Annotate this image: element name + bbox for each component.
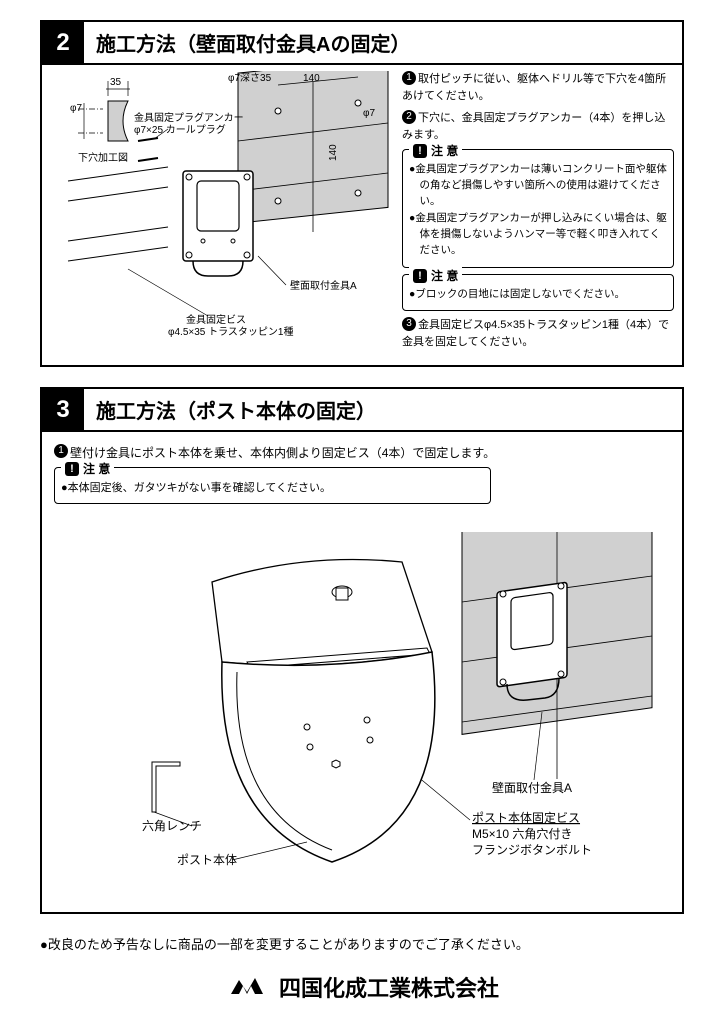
instruction-3: 3金具固定ビスφ4.5×35トラスタッピン1種（4本）で金具を固定してください。 (402, 317, 674, 350)
bracket-a-label: 壁面取付金具A (492, 780, 572, 795)
instruction-1: 1壁付け金具にポスト本体を乗せ、本体内側より固定ビス（4本）で固定します。 (54, 444, 670, 461)
instruction-text: 壁付け金具にポスト本体を乗せ、本体内側より固定ビス（4本）で固定します。 (70, 446, 495, 460)
caution-tag: 注 意 (409, 267, 462, 285)
diagram-section2: 35 φ7 下穴加工図 140 (48, 71, 398, 361)
company-name: 四国化成工業株式会社 (279, 971, 499, 1003)
dim-140h: 140 (303, 73, 320, 84)
bracket-a-label: 壁面取付金具A (290, 279, 357, 292)
section-number: 2 (42, 22, 84, 63)
phi7-2: φ7 (363, 108, 375, 119)
caution-box-2: 注 意 ●ブロックの目地には固定しないでください。 (402, 274, 674, 312)
drill-holes-label: 下穴加工図 (78, 151, 128, 164)
caution-bullet: ●金具固定プラグアンカーは薄いコンクリート面や躯体の角など損傷しやすい箇所への使… (409, 162, 667, 209)
caution-tag: 注 意 (409, 142, 462, 160)
num-2-icon: 2 (402, 110, 416, 124)
caution-bullet: ●本体固定後、ガタツキがない事を確認してください。 (61, 479, 484, 495)
post-screw-l2: M5×10 六角穴付き (472, 826, 572, 841)
dim-140v: 140 (328, 144, 339, 161)
section-number: 3 (42, 389, 84, 430)
caution-box-1: 注 意 ●金具固定プラグアンカーは薄いコンクリート面や躯体の角など損傷しやすい箇… (402, 149, 674, 268)
anchor-spec1: 金具固定プラグアンカー (134, 111, 244, 124)
anchor-spec2: φ7×25 カールプラグ (134, 123, 226, 136)
company-block: 四国化成工業株式会社 (40, 971, 684, 1003)
section-2: 2 施工方法（壁面取付金具Aの固定） 35 φ7 下穴加工図 (40, 20, 684, 367)
company-logo-icon (225, 972, 269, 1002)
hex-wrench-label: 六角レンチ (142, 819, 202, 833)
instructions-column: 1取付ピッチに従い、躯体へドリル等で下穴を4箇所あけてください。 2下穴に、金具… (402, 71, 674, 356)
caution-bullet: ●ブロックの目地には固定しないでください。 (409, 287, 667, 303)
section-header: 3 施工方法（ポスト本体の固定） (42, 389, 682, 432)
caution-tag: 注 意 (61, 460, 114, 477)
footer-note: ●改良のため予告なしに商品の一部を変更することがありますのでご了承ください。 (40, 934, 684, 953)
post-screw-l3: フランジボタンボルト (472, 843, 592, 857)
num-1-icon: 1 (402, 71, 416, 85)
section-3-body: 1壁付け金具にポスト本体を乗せ、本体内側より固定ビス（4本）で固定します。 注 … (42, 432, 682, 912)
screw-label2: φ4.5×35 トラスタッピン1種 (168, 325, 294, 338)
num-3-icon: 3 (402, 317, 416, 331)
caution-title: 注 意 (431, 142, 458, 160)
post-screw-l1: ポスト本体固定ビス (472, 810, 580, 825)
caution-bullet: ●金具固定プラグアンカーが押し込みにくい場合は、躯体を損傷しないようハンマー等で… (409, 211, 667, 258)
instruction-2-text: 下穴に、金具固定プラグアンカー（4本）を押し込みます。 (402, 112, 665, 141)
num-1-icon: 1 (54, 444, 68, 458)
depth-label: φ7深さ35 (228, 72, 272, 84)
caution-title: 注 意 (83, 460, 110, 477)
caution-title: 注 意 (431, 267, 458, 285)
section-3: 3 施工方法（ポスト本体の固定） 1壁付け金具にポスト本体を乗せ、本体内側より固… (40, 387, 684, 914)
caution-box: 注 意 ●本体固定後、ガタツキがない事を確認してください。 (54, 467, 491, 504)
instruction-1-text: 取付ピッチに従い、躯体へドリル等で下穴を4箇所あけてください。 (402, 73, 666, 102)
section-2-body: 35 φ7 下穴加工図 140 (42, 65, 682, 365)
screw-label1: 金具固定ビス (186, 313, 246, 326)
instruction-3-text: 金具固定ビスφ4.5×35トラスタッピン1種（4本）で金具を固定してください。 (402, 319, 669, 348)
dim-35-label: 35 (110, 77, 122, 88)
section-title: 施工方法（壁面取付金具Aの固定） (84, 22, 682, 63)
phi7-label: φ7 (70, 103, 82, 114)
post-body-label: ポスト本体 (177, 853, 237, 867)
diagram-section3: 壁面取付金具A ポスト本体固定ビス M5×10 六角穴付き フランジボタンボルト (52, 532, 672, 902)
section-title: 施工方法（ポスト本体の固定） (84, 389, 682, 430)
instruction-2: 2下穴に、金具固定プラグアンカー（4本）を押し込みます。 (402, 110, 674, 143)
section-header: 2 施工方法（壁面取付金具Aの固定） (42, 22, 682, 65)
instruction-1: 1取付ピッチに従い、躯体へドリル等で下穴を4箇所あけてください。 (402, 71, 674, 104)
